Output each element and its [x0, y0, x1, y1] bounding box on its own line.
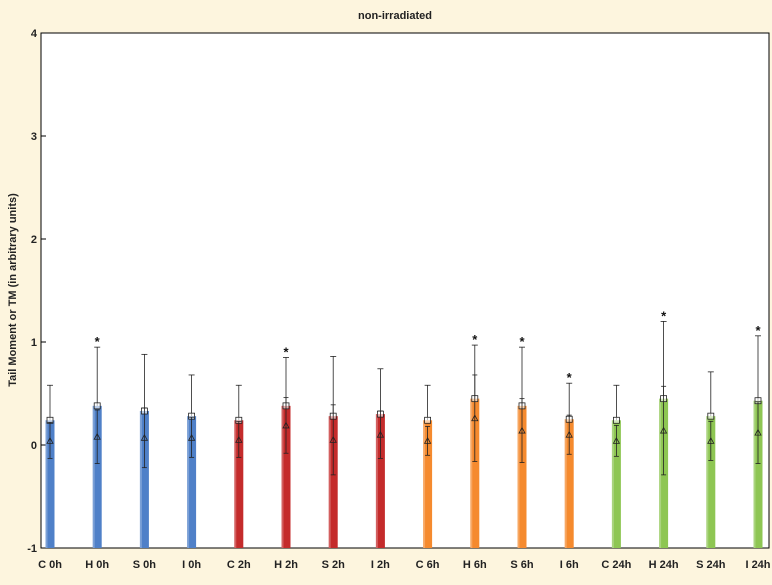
mean-marker: [93, 402, 101, 410]
bar-highlight: [375, 414, 378, 548]
plot-area: [40, 32, 770, 549]
bar-highlight: [423, 420, 426, 548]
median-marker: [46, 437, 54, 444]
bar-highlight: [659, 398, 662, 548]
bar: [706, 416, 716, 548]
bar: [470, 398, 480, 548]
x-tick-label: H 2h: [274, 559, 298, 571]
bar: [517, 405, 527, 548]
x-tick-label: I 0h: [182, 559, 201, 571]
bar: [281, 405, 291, 548]
x-tick-label: S 2h: [322, 559, 346, 571]
y-tick-label: 3: [31, 131, 37, 143]
bar-highlight: [753, 400, 756, 548]
significance-star: *: [519, 334, 525, 349]
y-tick-label: 0: [31, 440, 37, 452]
bar: [375, 414, 385, 548]
bar: [187, 416, 197, 548]
bar: [139, 411, 149, 548]
median-marker: [376, 430, 385, 438]
bar: [234, 420, 244, 548]
bar: [328, 416, 338, 548]
significance-star: *: [283, 344, 289, 359]
x-tick-label: I 6h: [560, 559, 579, 571]
median-marker: [140, 433, 149, 441]
bar: [92, 405, 102, 548]
bar: [564, 419, 574, 548]
median-marker: [423, 437, 432, 444]
significance-star: *: [95, 334, 101, 349]
x-tick-label: H 0h: [85, 559, 109, 571]
mean-marker: [613, 416, 620, 424]
bar: [45, 420, 55, 548]
x-tick-label: I 24h: [745, 559, 770, 571]
x-tick-label: S 0h: [133, 559, 157, 571]
bar-highlight: [187, 416, 190, 548]
x-tick-label: H 24h: [649, 559, 679, 571]
median-marker: [329, 436, 337, 443]
bar-highlight: [517, 405, 520, 548]
median-marker: [235, 436, 243, 443]
x-tick-label: C 0h: [38, 559, 62, 571]
x-tick-label: C 6h: [416, 559, 440, 571]
x-tick-label: C 24h: [601, 559, 631, 571]
significance-star: *: [472, 332, 478, 347]
bar-highlight: [328, 416, 331, 548]
bar: [423, 420, 433, 548]
x-tick-label: I 2h: [371, 559, 390, 571]
significance-star: *: [661, 308, 667, 323]
median-marker: [707, 437, 715, 444]
mean-marker: [707, 412, 715, 420]
bar-highlight: [611, 420, 614, 548]
mean-marker: [424, 416, 432, 424]
bar-highlight: [92, 405, 95, 548]
median-marker: [93, 432, 101, 440]
x-tick-label: C 2h: [227, 559, 251, 571]
y-tick-label: -1: [27, 543, 37, 555]
y-tick-label: 1: [31, 337, 37, 349]
median-marker: [659, 426, 668, 434]
median-marker: [518, 426, 526, 434]
bar-highlight: [706, 416, 709, 548]
median-marker: [754, 428, 762, 436]
bar-highlight: [45, 420, 48, 548]
bar: [611, 420, 621, 548]
median-marker: [612, 437, 621, 444]
median-marker: [187, 433, 196, 441]
bar-highlight: [470, 398, 473, 548]
x-tick-label: S 24h: [696, 559, 726, 571]
median-marker: [282, 421, 290, 429]
bar-highlight: [281, 405, 284, 548]
x-tick-label: S 6h: [510, 559, 534, 571]
bar-highlight: [139, 411, 142, 548]
y-axis-label: Tail Moment or TM (in arbitrary units): [7, 193, 19, 387]
y-tick-label: 2: [31, 234, 37, 246]
bar: [753, 400, 763, 548]
y-tick-label: 4: [31, 28, 38, 40]
median-marker: [565, 430, 573, 438]
bar-highlight: [564, 419, 567, 548]
chart-title: non-irradiated: [358, 10, 432, 22]
median-marker: [471, 414, 479, 422]
significance-star: *: [567, 370, 573, 385]
x-tick-label: H 6h: [463, 559, 487, 571]
bar-highlight: [234, 420, 237, 548]
significance-star: *: [755, 323, 761, 338]
